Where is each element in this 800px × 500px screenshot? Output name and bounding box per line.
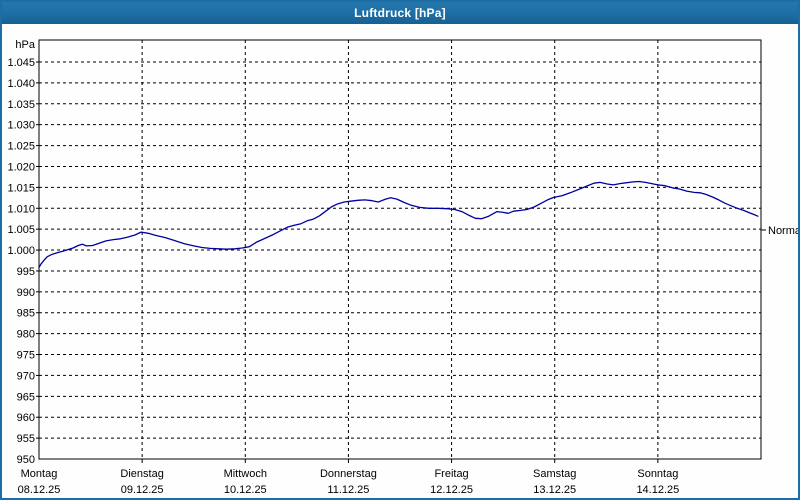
y-tick-label: 970 (17, 370, 35, 382)
x-day-label: Sonntag (637, 468, 678, 480)
pressure-curve (38, 180, 759, 269)
y-tick-label: 1.035 (7, 99, 35, 111)
normal-label: Normal (768, 225, 798, 237)
x-day-label: Donnerstag (320, 468, 377, 480)
x-day-label: Dienstag (120, 468, 163, 480)
x-date-label: 14.12.25 (636, 484, 679, 496)
y-tick-label: 990 (17, 287, 35, 299)
y-tick-label: 1.005 (7, 224, 35, 236)
y-tick-label: 995 (17, 266, 35, 278)
x-date-label: 11.12.25 (327, 484, 369, 496)
y-tick-label: 1.015 (7, 182, 35, 194)
window-titlebar[interactable]: Luftdruck [hPa] (2, 2, 798, 24)
y-tick-label: 980 (17, 329, 35, 341)
window-title: Luftdruck [hPa] (354, 6, 446, 20)
x-date-label: 12.12.25 (430, 484, 473, 496)
y-tick-label: 1.020 (7, 161, 35, 173)
y-tick-label: 1.025 (7, 141, 35, 153)
x-date-label: 13.12.25 (533, 484, 576, 496)
y-tick-label: 950 (17, 454, 35, 466)
x-day-label: Samstag (533, 468, 576, 480)
y-tick-label: 1.000 (7, 245, 35, 257)
y-tick-label: 1.045 (7, 57, 35, 69)
x-day-label: Mittwoch (224, 468, 267, 480)
x-day-label: Freitag (434, 468, 468, 480)
y-tick-label: 975 (17, 350, 35, 362)
y-tick-label: 960 (17, 412, 35, 424)
x-date-label: 09.12.25 (121, 484, 164, 496)
x-date-label: 10.12.25 (224, 484, 267, 496)
plot-border (38, 39, 762, 460)
x-day-label: Montag (21, 468, 58, 480)
x-date-label: 08.12.25 (18, 484, 61, 496)
y-tick-label: 1.040 (7, 78, 35, 90)
y-tick-label: 955 (17, 433, 35, 445)
y-tick-label: 965 (17, 391, 35, 403)
y-tick-label: 1.030 (7, 120, 35, 132)
y-unit-label: hPa (15, 39, 35, 51)
y-tick-label: 985 (17, 308, 35, 320)
y-tick-label: 1.010 (7, 203, 35, 215)
